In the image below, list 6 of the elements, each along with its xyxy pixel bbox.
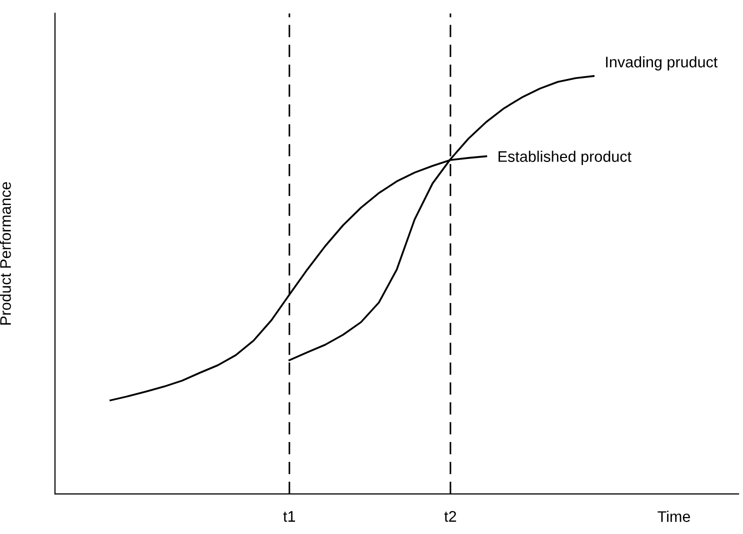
series-label: Invading pruduct <box>606 56 718 70</box>
series-label: Established product <box>498 150 632 165</box>
x-axis-title: Time <box>658 510 690 522</box>
x-tick-label: t1 <box>283 511 296 522</box>
x-tick-label: t2 <box>444 511 456 522</box>
y-axis-title: Product Performance <box>0 182 11 325</box>
